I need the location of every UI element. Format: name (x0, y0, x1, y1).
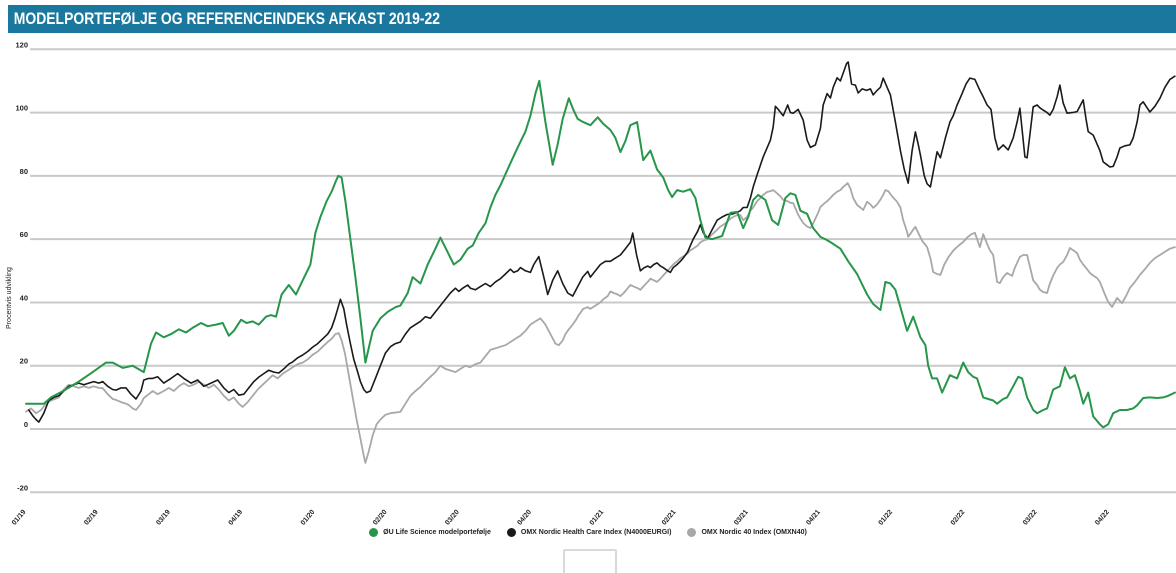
x-tick-label: 01/22 (878, 509, 895, 527)
y-axis-title: Procentvis udvikling (6, 267, 13, 329)
series-line-1 (27, 61, 1176, 423)
y-tick-label: -20 (17, 483, 28, 492)
y-tick-label: 0 (24, 420, 28, 429)
x-tick-label: 02/20 (372, 509, 389, 527)
x-tick-label: 04/19 (228, 509, 245, 527)
x-tick-label: 01/19 (11, 509, 28, 527)
legend: ØU Life Science modelportefølje OMX Nordi… (0, 528, 1176, 537)
legend-dot (369, 528, 379, 537)
header-bar: MODELPORTEFØLJE OG REFERENCEINDEKS AFKAS… (8, 5, 1176, 33)
legend-label: OMX Nordic 40 Index (OMXN40) (701, 529, 807, 536)
y-tick-label: 100 (15, 104, 28, 113)
x-tick-label: 03/20 (444, 509, 461, 527)
legend-item: OMX Nordic 40 Index (OMXN40) (687, 528, 807, 537)
x-tick-label: 03/19 (155, 509, 172, 527)
x-tick-label: 02/19 (83, 509, 100, 527)
x-tick-label: 03/22 (1022, 509, 1039, 527)
x-tick-label: 02/21 (661, 509, 678, 527)
legend-item: ØU Life Science modelportefølje (369, 528, 491, 537)
y-tick-label: 80 (20, 167, 28, 176)
x-tick-label: 01/20 (300, 509, 317, 527)
x-tick-label: 01/21 (589, 509, 606, 527)
legend-item: OMX Nordic Health Care Index (N4000EURGI… (506, 528, 672, 537)
y-tick-label: 120 (15, 40, 28, 49)
y-tick-label: 20 (20, 357, 28, 366)
x-tick-label: 03/21 (733, 509, 750, 527)
page-title: MODELPORTEFØLJE OG REFERENCEINDEKS AFKAS… (13, 9, 441, 28)
legend-dot (506, 528, 516, 537)
y-tick-label: 40 (20, 293, 28, 302)
x-tick-label: 04/22 (1094, 509, 1111, 527)
x-tick-label: 04/21 (805, 509, 822, 527)
y-tick-label: 60 (20, 230, 28, 239)
legend-dot (687, 528, 697, 537)
x-tick-label: 04/20 (516, 509, 533, 527)
x-tick-label: 02/22 (950, 509, 967, 527)
legend-label: ØU Life Science modelportefølje (383, 529, 491, 536)
series-line-2 (25, 182, 1176, 464)
legend-label: OMX Nordic Health Care Index (N4000EURGI… (520, 529, 672, 536)
series-line-0 (25, 79, 1176, 429)
footer-box (563, 549, 617, 573)
